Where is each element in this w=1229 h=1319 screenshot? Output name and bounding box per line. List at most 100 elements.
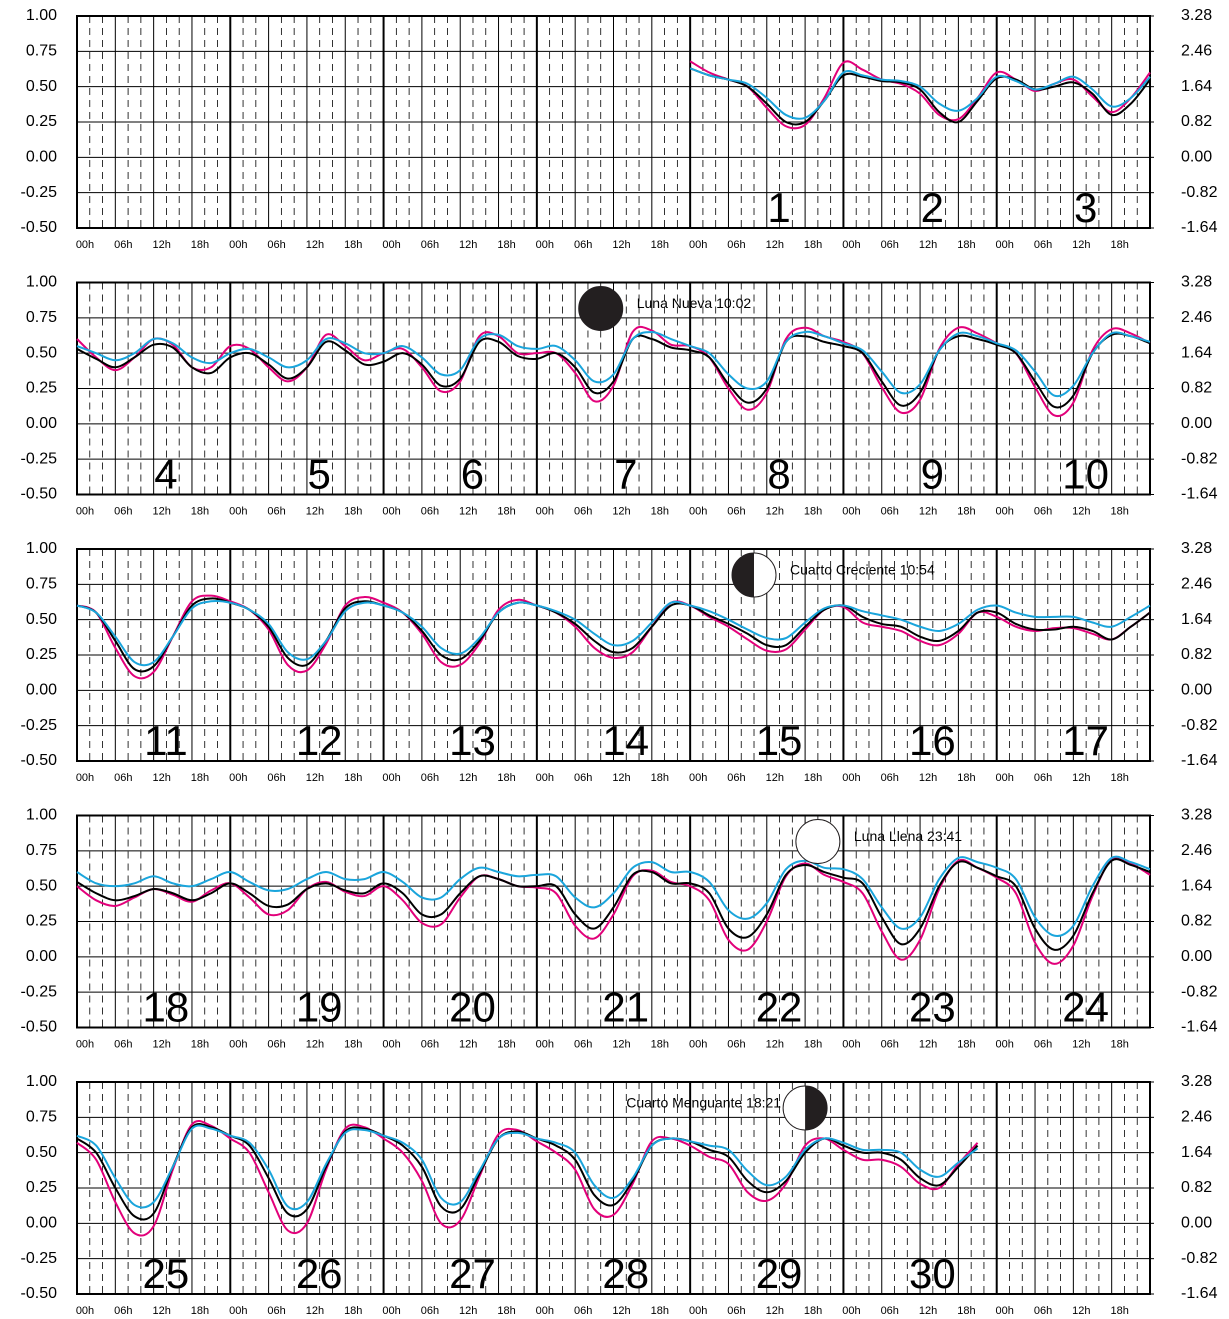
x-tick-label: 00h <box>382 772 400 784</box>
x-tick-label: 00h <box>229 1038 247 1050</box>
y2-tick-label: -1.64 <box>1181 486 1218 503</box>
x-tick-label: 18h <box>804 505 822 517</box>
x-tick-label: 00h <box>76 505 94 517</box>
x-tick-label: 12h <box>766 505 784 517</box>
day-label: 10 <box>1062 451 1109 498</box>
day-label: 26 <box>296 1250 343 1297</box>
x-tick-label: 00h <box>689 505 707 517</box>
moon-phase <box>578 286 624 331</box>
x-tick-label: 18h <box>344 1305 362 1317</box>
y2-tick-label: -1.64 <box>1181 219 1218 236</box>
x-tick-label: 18h <box>804 1305 822 1317</box>
y2-tick-label: -0.82 <box>1181 450 1218 467</box>
x-tick-label: 06h <box>421 505 439 517</box>
y-tick-label: -0.25 <box>21 450 58 467</box>
x-tick-label: 12h <box>306 239 324 251</box>
x-tick-label: 00h <box>996 772 1014 784</box>
x-tick-label: 18h <box>497 239 515 251</box>
x-tick-label: 00h <box>996 1305 1014 1317</box>
y-tick-label: 0.00 <box>26 948 57 965</box>
day-label: 9 <box>921 451 944 498</box>
x-tick-label: 12h <box>766 1038 784 1050</box>
x-tick-label: 12h <box>919 239 937 251</box>
y2-tick-label: 0.00 <box>1181 1215 1212 1232</box>
x-tick-label: 06h <box>574 505 592 517</box>
x-tick-label: 12h <box>766 1305 784 1317</box>
x-tick-label: 12h <box>766 772 784 784</box>
day-label: 12 <box>296 717 343 764</box>
x-tick-label: 00h <box>689 772 707 784</box>
x-tick-label: 00h <box>689 1305 707 1317</box>
x-tick-label: 12h <box>1072 239 1090 251</box>
x-tick-label: 00h <box>842 772 860 784</box>
x-tick-label: 00h <box>536 772 554 784</box>
y-tick-label: -0.50 <box>21 1285 58 1302</box>
frame <box>76 15 1151 229</box>
y2-tick-label: 1.64 <box>1181 344 1212 361</box>
x-tick-label: 00h <box>76 1038 94 1050</box>
x-tick-label: 18h <box>957 772 975 784</box>
tide-line <box>689 60 1151 130</box>
x-tick-label: 06h <box>267 772 285 784</box>
x-tick-label: 06h <box>267 1038 285 1050</box>
day-label: 14 <box>602 717 649 764</box>
y-tick-label: -0.50 <box>21 486 58 503</box>
x-tick-label: 18h <box>651 505 669 517</box>
y-tick-label: -0.25 <box>21 983 58 1000</box>
day-label: 3 <box>1074 184 1097 231</box>
x-tick-label: 00h <box>382 505 400 517</box>
x-tick-label: 12h <box>152 772 170 784</box>
x-tick-label: 00h <box>229 505 247 517</box>
x-tick-label: 00h <box>689 1038 707 1050</box>
y-tick-label: 0.00 <box>26 149 57 166</box>
x-tick-label: 12h <box>459 1038 477 1050</box>
day-label: 22 <box>756 984 803 1031</box>
x-tick-label: 12h <box>459 1305 477 1317</box>
y2-tick-label: 2.46 <box>1181 309 1212 326</box>
frame <box>76 814 1151 1029</box>
panel: 1.00 0.75 0.50 0.25 0.00 -0.25 -0.50 3.28 2.46 1.… <box>21 7 1218 251</box>
y2-tick-label: 1.64 <box>1181 1144 1212 1161</box>
y-tick-label: 0.75 <box>26 309 57 326</box>
x-tick-label: 18h <box>651 1305 669 1317</box>
x-tick-label: 18h <box>1110 239 1128 251</box>
frame <box>76 548 1151 762</box>
tide-line <box>689 67 1151 120</box>
y2-tick-label: 2.46 <box>1181 43 1212 60</box>
y2-tick-label: -0.82 <box>1181 1250 1218 1267</box>
x-tick-label: 12h <box>766 239 784 251</box>
x-tick-label: 12h <box>919 772 937 784</box>
x-tick-label: 12h <box>152 505 170 517</box>
x-tick-label: 12h <box>306 772 324 784</box>
frame <box>76 281 1151 496</box>
y-tick-label: -0.50 <box>21 1019 58 1036</box>
x-tick-label: 18h <box>191 1038 209 1050</box>
panel: 1.00 0.75 0.50 0.25 0.00 -0.25 -0.50 3.28 2.46 1.… <box>21 540 1218 784</box>
moon-label: Cuarto Menguante 18:21 <box>626 1095 781 1111</box>
y2-tick-label: -0.82 <box>1181 983 1218 1000</box>
x-tick-label: 12h <box>152 1038 170 1050</box>
x-tick-label: 12h <box>612 1305 630 1317</box>
x-tick-label: 12h <box>919 1038 937 1050</box>
tide-line <box>76 1124 979 1211</box>
y-tick-label: 0.00 <box>26 1215 57 1232</box>
moon-phase <box>795 819 841 864</box>
x-tick-label: 00h <box>382 239 400 251</box>
y2-tick-label: 0.82 <box>1181 113 1212 130</box>
x-tick-label: 00h <box>996 505 1014 517</box>
y2-tick-label: 0.82 <box>1181 1179 1212 1196</box>
y-tick-label: 0.50 <box>26 344 57 361</box>
x-tick-label: 18h <box>497 1305 515 1317</box>
day-label: 24 <box>1062 984 1109 1031</box>
y2-tick-label: -0.82 <box>1181 717 1218 734</box>
x-tick-label: 06h <box>881 505 899 517</box>
y2-tick-label: 0.82 <box>1181 380 1212 397</box>
x-tick-label: 18h <box>804 239 822 251</box>
y-tick-label: 0.00 <box>26 415 57 432</box>
day-label: 5 <box>308 451 331 498</box>
x-tick-label: 00h <box>229 1305 247 1317</box>
x-tick-label: 18h <box>191 1305 209 1317</box>
x-tick-label: 06h <box>267 1305 285 1317</box>
y2-tick-label: -1.64 <box>1181 752 1218 769</box>
y2-tick-label: 3.28 <box>1181 7 1212 24</box>
